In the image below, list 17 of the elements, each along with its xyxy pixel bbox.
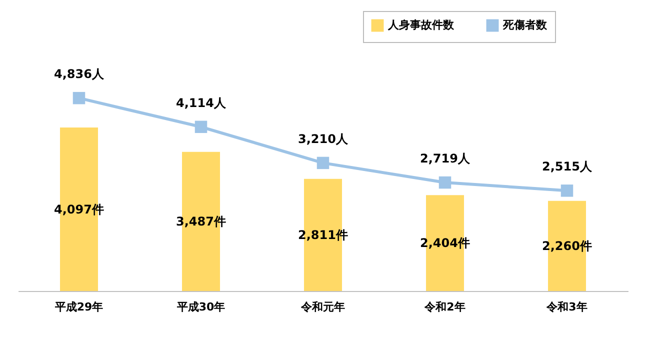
x-tick-label: 平成29年: [54, 300, 104, 314]
point: [438, 176, 452, 189]
x-tick-label: 令和元年: [300, 300, 345, 314]
point: [194, 120, 208, 134]
legend-label: 死傷者数: [502, 18, 548, 32]
point: [560, 184, 574, 197]
x-tick-label: 令和3年: [546, 300, 588, 314]
x-tick-label: 令和2年: [424, 300, 466, 314]
legend-label: 人身事故件数: [387, 18, 455, 32]
data-label: 4,836人: [54, 67, 105, 82]
data-label: 3,210人: [298, 132, 349, 146]
point: [72, 92, 86, 104]
x-tick-label: 平成30年: [176, 300, 226, 314]
data-label: 2,719人: [420, 152, 471, 166]
data-label: 2,515人: [542, 160, 593, 174]
data-label: 4,114人: [176, 96, 227, 110]
point: [316, 156, 330, 170]
